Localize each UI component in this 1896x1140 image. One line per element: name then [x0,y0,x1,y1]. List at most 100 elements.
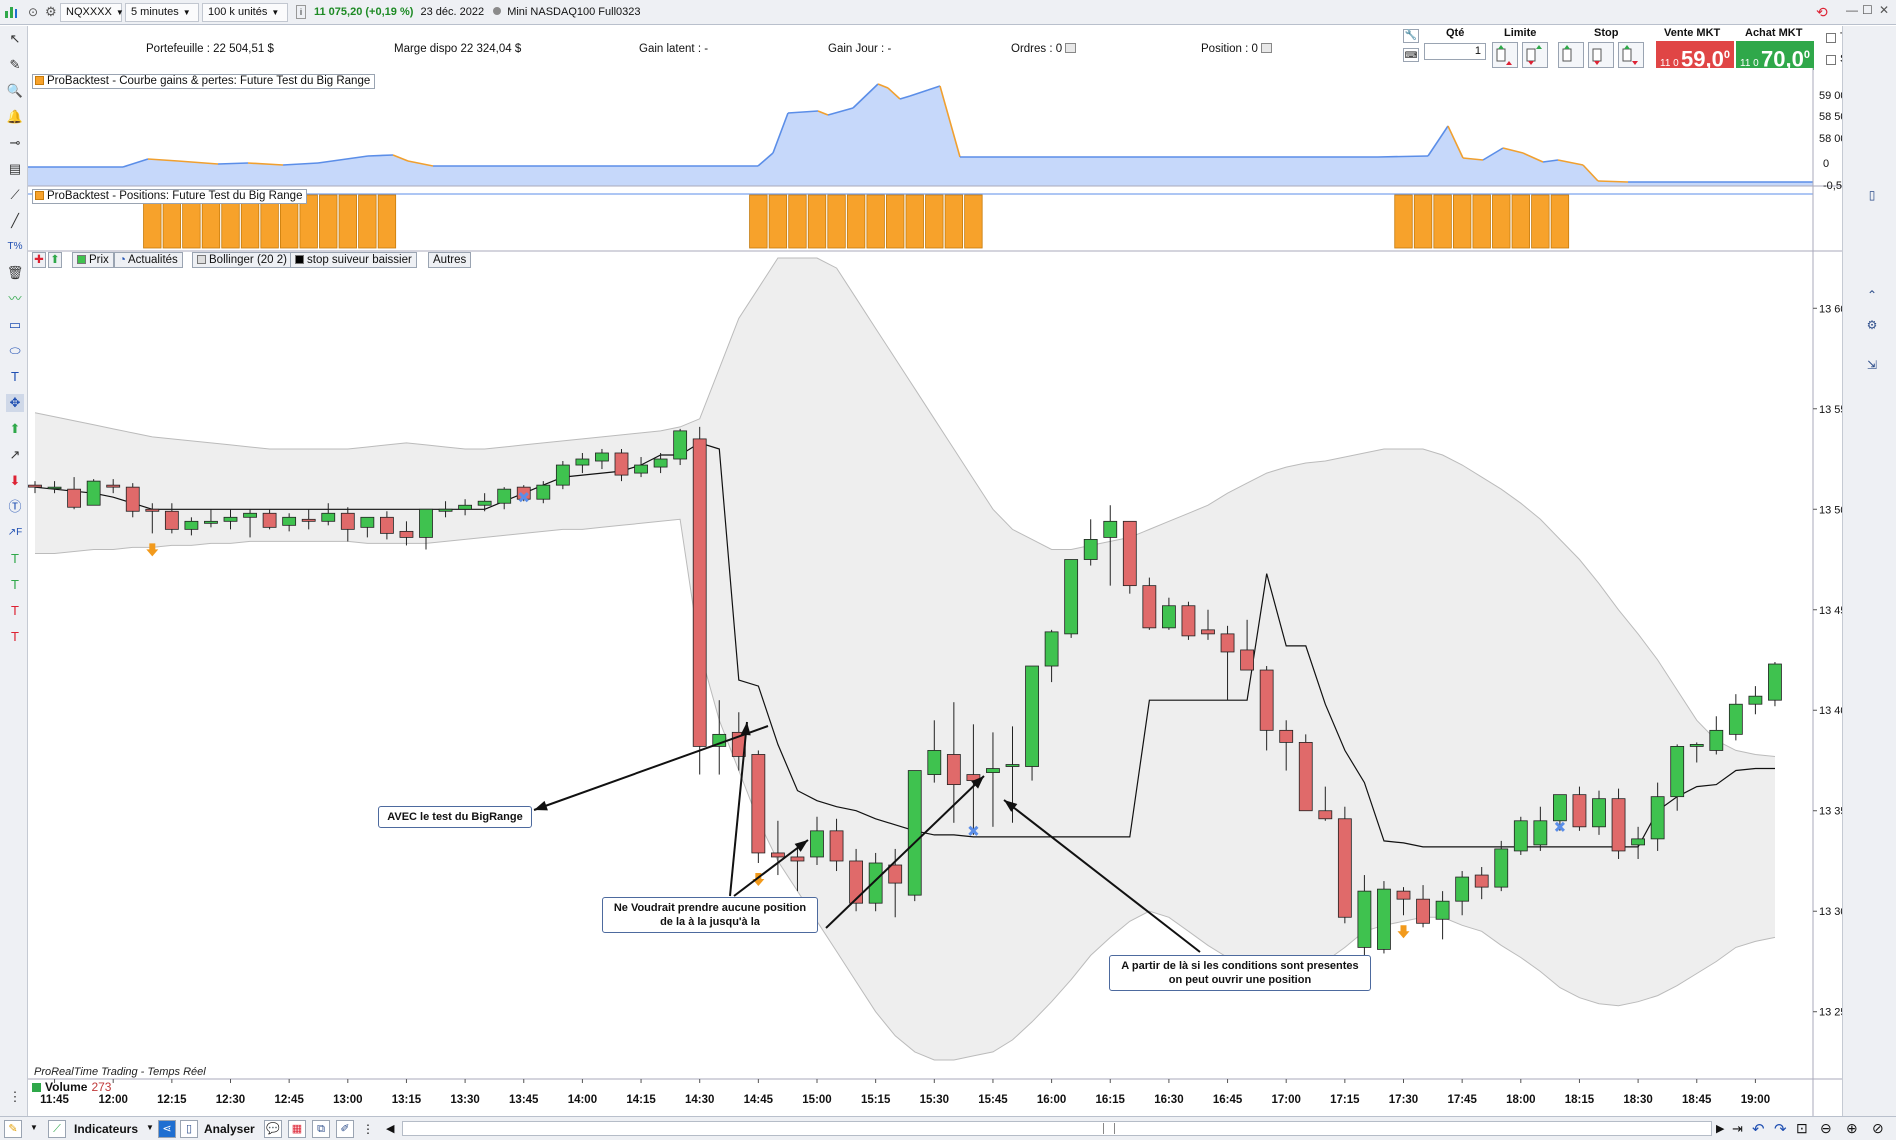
scroll-end-icon[interactable]: ⇥ [1732,1121,1743,1136]
more-icon[interactable]: ⋮ [8,1089,22,1104]
scroll-left-icon[interactable]: ◀ [386,1123,395,1135]
chat-icon[interactable]: 💬 [264,1120,282,1138]
tab-others[interactable]: Autres [428,252,472,268]
stop-sell-button[interactable] [1588,42,1614,68]
trash-icon[interactable]: 🗑 [6,265,24,280]
arrow-shaft [733,839,809,897]
portfolio-value: Portefeuille : 22 504,51 $ [146,43,274,55]
zoom-out-icon[interactable]: ⊖ [1820,1120,1832,1136]
chevron-down-icon[interactable]: ▼ [30,1123,38,1132]
equity-axis-icon[interactable]: ▯ [1868,188,1876,202]
qty-input[interactable]: 1 [1424,43,1486,60]
zoom-fit-icon[interactable]: ⊡ [1796,1120,1808,1136]
position-list-icon[interactable] [1260,43,1272,53]
more-icon[interactable]: ⋮ [362,1122,374,1136]
percent-tool-icon[interactable]: T% [7,241,23,252]
volume-header[interactable]: Volume 273 [32,1080,111,1096]
chevron-up-icon[interactable]: ⌃ [1866,288,1878,302]
zoom-reset-icon[interactable]: ⊘ [1872,1120,1884,1136]
draw-icon[interactable]: ✐ [336,1120,354,1138]
chart-area[interactable]: 13 600 13 550 13 500 13 450 13 400 13 350 13 3… [28,68,1842,1116]
ellipse-icon[interactable]: ⬭ [9,343,21,358]
sync-icon[interactable]: ⟲ [1816,4,1828,20]
tab-price[interactable]: Prix [72,252,114,268]
link-icon[interactable]: ⊙ [28,5,39,19]
position-count[interactable]: Position : 0 [1201,43,1272,55]
chevron-down-icon[interactable]: ▼ [146,1123,154,1132]
candle [673,428,688,466]
line-icon[interactable]: ╱ [11,213,19,228]
remove-indicator-icon[interactable]: ✚ [32,252,46,268]
scroll-right-icon[interactable]: ▶ [1716,1123,1725,1135]
info-icon[interactable]: i [296,5,306,19]
undo-icon[interactable]: ↶ [1752,1121,1765,1138]
t-checkbox[interactable] [1826,33,1836,43]
document-icon[interactable]: ▤ [8,161,22,176]
zoom-icon[interactable]: 🔍 [6,83,24,98]
fibonacci-icon[interactable]: ↗F [7,527,23,538]
indicators-button[interactable]: Indicateurs [74,1122,139,1136]
limit-sell-button[interactable] [1522,42,1548,68]
text-red-2-icon[interactable]: T [11,629,19,644]
redo-icon[interactable]: ↷ [1774,1121,1787,1138]
screener-icon[interactable]: ▦ [288,1120,306,1138]
stop-buy-button[interactable] [1558,42,1584,68]
settings-icon[interactable]: ⚙ [45,4,57,19]
limit-buy-button[interactable] [1492,42,1518,68]
stop-limit-button[interactable] [1618,42,1644,68]
annotation-bigrange[interactable]: AVEC le test du BigRange [378,806,532,828]
text-red-icon[interactable]: T [11,603,19,618]
wrench-icon[interactable]: 🔧 [1403,29,1419,43]
candle-body [1553,794,1567,822]
chevron-down-icon: ▼ [271,8,280,17]
close-icon[interactable]: ✕ [1879,3,1890,17]
expand-icon[interactable]: ⇲ [1866,358,1878,372]
keyboard-icon[interactable]: ⌨ [1403,48,1419,62]
alert-bell-icon[interactable]: 🔔 [6,109,24,124]
tab-trailing-stop[interactable]: stop suiveur baissier [290,252,417,268]
pencil-icon[interactable]: ✎ [9,57,21,72]
settings-axis-icon[interactable]: ⚙ [1866,318,1878,332]
share-icon[interactable]: ⋖ [158,1120,176,1138]
text-green-2-icon[interactable]: T [11,577,19,592]
zoom-in-icon[interactable]: ⊕ [1846,1120,1858,1136]
text-tool-icon[interactable]: T [11,369,19,384]
time-axis-label: 16:30 [1154,1094,1183,1106]
positions-panel-header[interactable]: ProBacktest - Positions: Future Test du … [32,189,308,204]
text-circle-icon[interactable]: Ⓣ [8,499,22,514]
tab-bollinger[interactable]: Bollinger (20 2) [192,252,292,268]
orders-list-icon[interactable] [1065,43,1077,53]
cursor-icon[interactable]: ↖ [9,31,21,46]
move-icon[interactable]: ✥ [6,394,24,412]
arrow-down-icon[interactable]: ⬇ [9,473,21,488]
annotation-no-position[interactable]: Ne Voudrait prendre aucune position de l… [602,897,818,933]
units-select[interactable]: 100 k unités ▼ [202,3,288,22]
time-axis-label: 13:30 [450,1094,479,1106]
indicators-icon[interactable]: ⟋ [48,1120,66,1138]
maximize-icon[interactable]: ☐ [1862,3,1873,17]
tab-news[interactable]: ◔ Actualités [114,252,183,268]
symbol-select[interactable]: NQXXXX ▼ [60,3,124,22]
segment-icon[interactable]: ⊸ [9,135,21,150]
analyse-button[interactable]: Analyser [204,1122,255,1136]
add-indicator-icon[interactable]: ⬆ [48,252,62,268]
timeframe-select[interactable]: 5 minutes ▼ [125,3,199,22]
annotation-open-position[interactable]: A partir de là si les conditions sont pr… [1109,955,1371,991]
scrollbar-thumb[interactable] [1103,1123,1115,1134]
arrow-diagonal-icon[interactable]: ↗ [9,447,21,462]
horizontal-scrollbar[interactable] [402,1121,1712,1136]
rectangle-icon[interactable]: ▭ [8,317,22,332]
buy-market-button[interactable]: 11 0 70,00 [1736,41,1814,71]
pencil-tool-icon[interactable]: ✎ [4,1120,22,1138]
trend-line-icon[interactable]: ⟋ [10,187,20,202]
orders-count[interactable]: Ordres : 0 [1011,43,1077,55]
equity-panel-header[interactable]: ProBacktest - Courbe gains & pertes: Fut… [32,74,376,89]
window-icon[interactable]: ⧉ [312,1120,330,1138]
analyse-icon[interactable]: ▯ [180,1120,198,1138]
wave-icon[interactable]: 〰 [8,291,22,306]
text-green-icon[interactable]: T [11,551,19,566]
minimize-icon[interactable]: — [1846,3,1858,17]
s-checkbox[interactable] [1826,55,1836,65]
sell-market-button[interactable]: 11 0 59,00 [1656,41,1734,71]
arrow-up-icon[interactable]: ⬆ [9,421,21,436]
